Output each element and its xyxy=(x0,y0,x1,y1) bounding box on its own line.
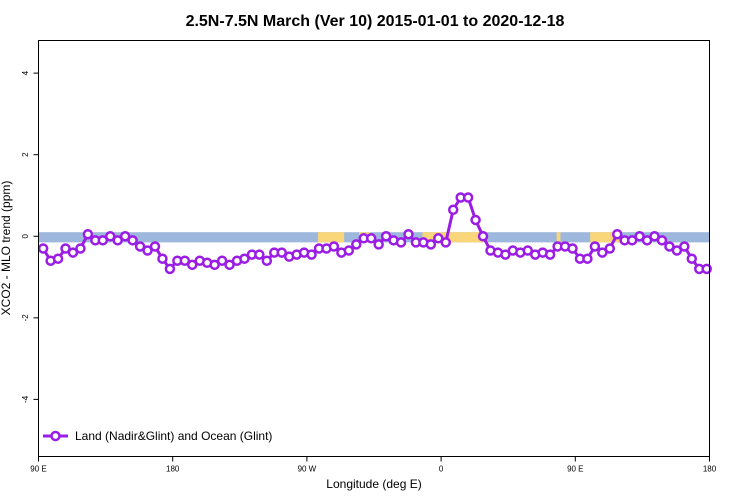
data-point xyxy=(216,255,228,266)
data-point xyxy=(522,245,534,256)
data-point xyxy=(224,259,235,271)
data-point xyxy=(82,228,94,240)
data-point xyxy=(567,243,578,254)
land-segment xyxy=(422,232,486,243)
plot-frame xyxy=(38,40,710,457)
y-tick-label: -4 xyxy=(21,395,30,403)
data-point xyxy=(500,249,511,260)
data-point xyxy=(462,192,474,203)
data-point xyxy=(604,243,616,254)
x-tick-label: 90 W xyxy=(298,465,317,474)
data-point xyxy=(209,259,220,271)
data-point xyxy=(306,249,317,260)
data-point xyxy=(373,239,384,250)
x-axis-label: Longitude (deg E) xyxy=(326,477,421,491)
legend-marker-swatch xyxy=(50,430,61,442)
data-point xyxy=(164,263,176,275)
data-point xyxy=(134,241,146,252)
y-axis-label: XCO2 - MLO trend (ppm) xyxy=(0,181,13,316)
data-point xyxy=(671,245,683,256)
data-point xyxy=(254,249,265,260)
legend-label: Land (Nadir&Glint) and Ocean (Glint) xyxy=(75,429,272,443)
data-point xyxy=(626,235,638,246)
x-axis: 90 E 180 90 W 0 90 E 180 xyxy=(30,456,717,474)
data-point xyxy=(75,243,86,254)
data-point xyxy=(582,253,593,264)
data-point xyxy=(641,235,653,246)
data-point xyxy=(395,237,407,248)
data-point xyxy=(447,204,459,216)
data-point xyxy=(544,249,556,260)
data-point xyxy=(343,245,355,256)
data-point xyxy=(60,243,71,254)
data-point xyxy=(179,255,191,266)
data-point xyxy=(701,263,712,275)
data-point xyxy=(433,233,444,244)
data-point xyxy=(440,237,452,248)
data-point xyxy=(380,231,392,242)
x-tick-label: 90 E xyxy=(567,465,583,474)
data-point xyxy=(403,228,414,240)
legend: Land (Nadir&Glint) and Ocean (Glint) xyxy=(43,429,272,443)
x-tick-label: 90 E xyxy=(30,465,46,474)
y-tick-label: 2 xyxy=(21,152,30,157)
data-point xyxy=(97,235,109,246)
data-point xyxy=(351,239,362,250)
x-tick-label: 0 xyxy=(439,465,444,474)
data-point xyxy=(634,231,645,242)
land-segment xyxy=(556,232,561,243)
data-point xyxy=(119,231,131,242)
data-point xyxy=(328,241,340,252)
chart-title: 2.5N-7.5N March (Ver 10) 2015-01-01 to 2… xyxy=(186,13,565,30)
data-point xyxy=(105,231,116,242)
data-point xyxy=(664,241,675,252)
data-point xyxy=(470,214,481,226)
y-axis: 4 2 0 -2 -4 xyxy=(21,70,39,403)
data-point xyxy=(52,253,64,264)
data-point xyxy=(597,247,608,258)
data-point xyxy=(149,241,161,252)
series-layer xyxy=(37,192,712,275)
data-point xyxy=(656,235,668,246)
data-point xyxy=(611,228,623,240)
data-point xyxy=(187,259,198,271)
data-point xyxy=(686,253,698,264)
data-point xyxy=(276,247,287,258)
data-point xyxy=(261,255,273,266)
y-tick-label: -2 xyxy=(21,314,30,322)
data-point xyxy=(365,233,377,244)
data-point xyxy=(127,235,138,246)
data-point xyxy=(37,243,49,254)
y-tick-label: 0 xyxy=(21,233,30,238)
data-point xyxy=(157,253,168,264)
y-tick-label: 4 xyxy=(21,70,30,75)
data-point xyxy=(425,239,437,250)
data-point xyxy=(239,253,250,264)
x-tick-label: 180 xyxy=(166,465,180,474)
land-segment xyxy=(590,232,621,243)
data-point xyxy=(477,231,489,242)
x-tick-label: 180 xyxy=(703,465,717,474)
data-point xyxy=(679,241,690,252)
data-point xyxy=(67,247,79,258)
data-point xyxy=(142,245,153,256)
land-segment xyxy=(318,232,345,243)
data-point xyxy=(589,241,601,252)
data-point xyxy=(112,235,123,246)
data-point xyxy=(649,231,660,242)
